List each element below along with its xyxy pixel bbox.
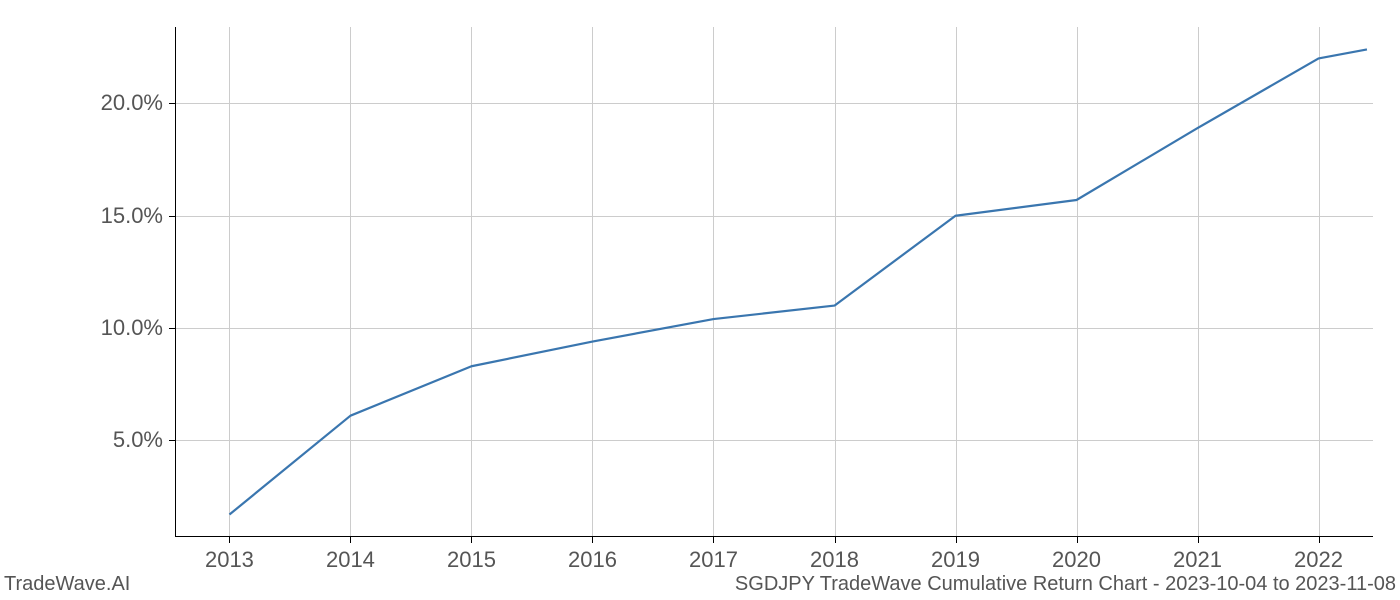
x-tick-mark: [229, 537, 230, 543]
x-tick-mark: [956, 537, 957, 543]
x-tick-label: 2022: [1294, 547, 1343, 573]
x-tick-label: 2021: [1173, 547, 1222, 573]
y-tick-label: 15.0%: [95, 203, 163, 229]
line-series-svg: [175, 27, 1373, 537]
x-tick-label: 2018: [810, 547, 859, 573]
x-tick-mark: [592, 537, 593, 543]
x-tick-label: 2019: [931, 547, 980, 573]
x-tick-mark: [1198, 537, 1199, 543]
x-tick-mark: [471, 537, 472, 543]
x-tick-mark: [713, 537, 714, 543]
x-tick-label: 2015: [447, 547, 496, 573]
x-tick-label: 2017: [689, 547, 738, 573]
x-tick-label: 2020: [1052, 547, 1101, 573]
x-tick-label: 2013: [205, 547, 254, 573]
y-tick-label: 20.0%: [95, 90, 163, 116]
x-tick-label: 2014: [326, 547, 375, 573]
chart-plot-area: [175, 27, 1373, 537]
x-tick-mark: [1319, 537, 1320, 543]
x-tick-mark: [1077, 537, 1078, 543]
x-tick-mark: [835, 537, 836, 543]
x-tick-label: 2016: [568, 547, 617, 573]
line-series-path: [229, 49, 1366, 514]
y-tick-label: 5.0%: [95, 427, 163, 453]
footer-brand-text: TradeWave.AI: [4, 573, 130, 596]
y-tick-label: 10.0%: [95, 315, 163, 341]
x-tick-mark: [350, 537, 351, 543]
footer-caption-text: SGDJPY TradeWave Cumulative Return Chart…: [735, 573, 1396, 596]
